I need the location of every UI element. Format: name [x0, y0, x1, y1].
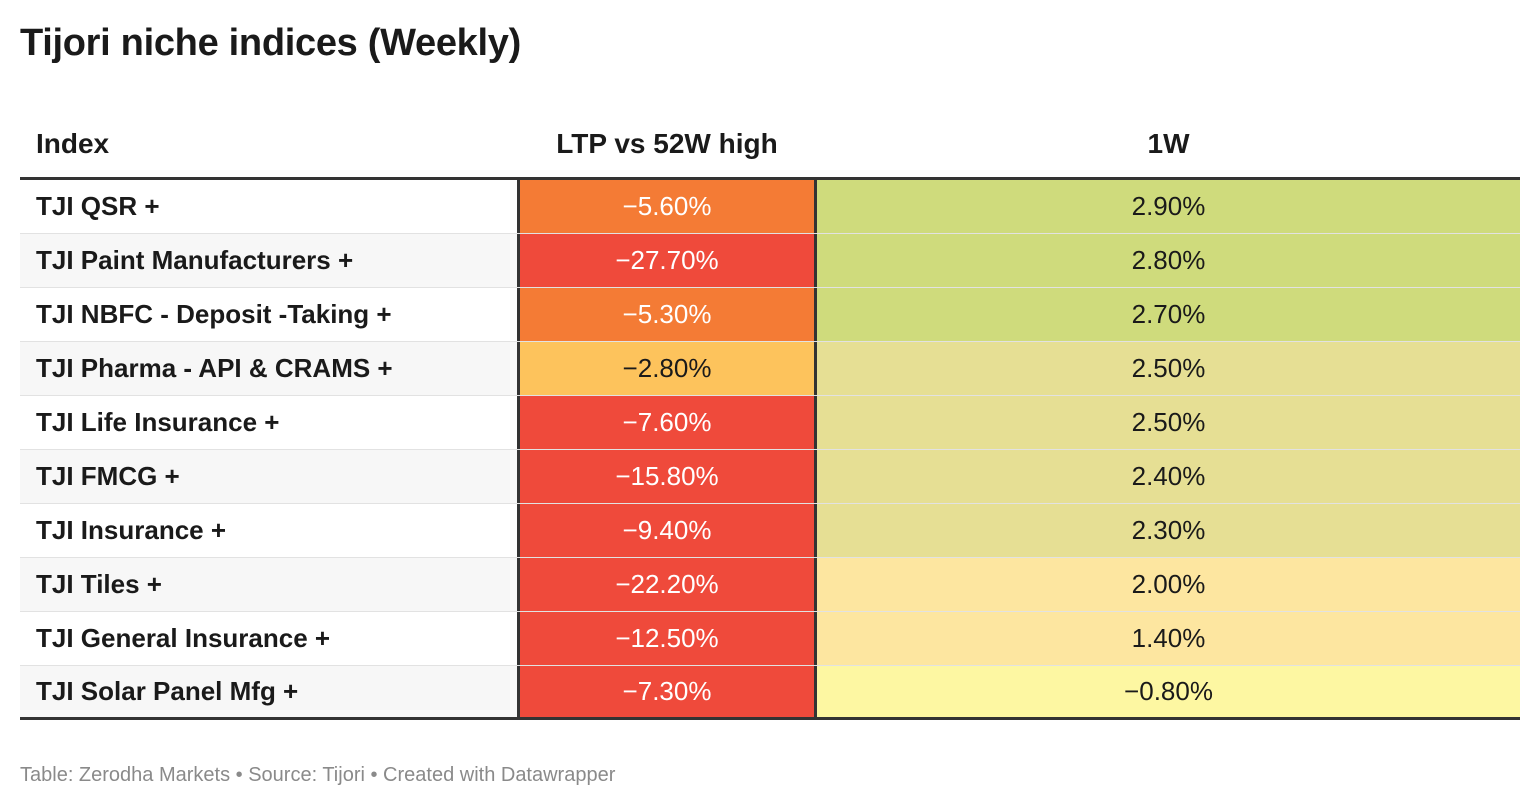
ltp-vs-52w-high-cell: −5.30% — [517, 288, 817, 341]
one-week-change-cell: 2.50% — [817, 396, 1520, 449]
index-name-cell: TJI General Insurance + — [36, 623, 331, 653]
table-body: TJI QSR + −5.60% 2.90% TJI Paint Manufactur… — [20, 180, 1520, 720]
ltp-vs-52w-high-cell: −27.70% — [517, 234, 817, 287]
column-header-ltp: LTP vs 52W high — [556, 127, 778, 159]
index-name-cell: TJI Paint Manufacturers + — [20, 234, 517, 287]
column-header-index: Index — [36, 127, 110, 159]
data-table: Index LTP vs 52W high 1W TJI QSR + −5.60%… — [20, 110, 1520, 720]
ltp-vs-52w-high-cell: −22.20% — [517, 558, 817, 611]
index-name-cell: TJI Solar Panel Mfg + — [20, 666, 517, 717]
ltp-vs-52w-high-cell: −12.50% — [517, 612, 817, 665]
ltp-vs-52w-high-cell: −15.80% — [517, 450, 817, 503]
table-row: TJI Paint Manufacturers + −27.70% 2.80% — [20, 234, 1520, 288]
table-row: TJI FMCG + −15.80% 2.40% — [20, 450, 1520, 504]
table-row: TJI General Insurance + −12.50% 1.40% — [20, 612, 1520, 666]
footer-credits: Table: Zerodha Markets • Source: Tijori … — [20, 764, 616, 786]
index-name-cell: TJI FMCG + — [20, 450, 517, 503]
table-row: TJI Life Insurance + −7.60% 2.50% — [20, 396, 1520, 450]
table-row: TJI Solar Panel Mfg + −7.30% −0.80% — [20, 666, 1520, 720]
index-name-cell: TJI Insurance + — [36, 515, 227, 545]
one-week-change-cell: 2.50% — [817, 342, 1520, 395]
table-row: TJI Tiles + −22.20% 2.00% — [20, 558, 1520, 612]
ltp-vs-52w-high-cell: −7.30% — [517, 666, 817, 717]
ltp-vs-52w-high-cell: −5.60% — [517, 180, 817, 233]
table-row: TJI NBFC - Deposit -Taking + −5.30% 2.70% — [20, 288, 1520, 342]
index-name-cell: TJI NBFC - Deposit -Taking + — [36, 299, 392, 329]
one-week-change-cell: 2.40% — [817, 450, 1520, 503]
one-week-change-cell: 2.80% — [817, 234, 1520, 287]
one-week-change-cell: 2.00% — [817, 558, 1520, 611]
ltp-vs-52w-high-cell: −9.40% — [517, 504, 817, 557]
one-week-change-cell: 2.70% — [817, 288, 1520, 341]
table-row: TJI Insurance + −9.40% 2.30% — [20, 504, 1520, 558]
chart-title: Tijori niche indices (Weekly) — [20, 22, 521, 64]
index-name-cell: TJI Tiles + — [20, 558, 517, 611]
index-name-cell: TJI Life Insurance + — [36, 407, 280, 437]
index-name-cell: TJI QSR + — [36, 191, 160, 221]
column-header-1w: 1W — [1147, 127, 1190, 159]
table-row: TJI QSR + −5.60% 2.90% — [20, 180, 1520, 234]
index-name-cell: TJI Pharma - API & CRAMS + — [20, 342, 517, 395]
one-week-change-cell: 2.30% — [817, 504, 1520, 557]
table-row: TJI Pharma - API & CRAMS + −2.80% 2.50% — [20, 342, 1520, 396]
table-header: Index LTP vs 52W high 1W — [20, 110, 1520, 180]
one-week-change-cell: 1.40% — [817, 612, 1520, 665]
one-week-change-cell: −0.80% — [817, 666, 1520, 717]
ltp-vs-52w-high-cell: −2.80% — [517, 342, 817, 395]
ltp-vs-52w-high-cell: −7.60% — [517, 396, 817, 449]
one-week-change-cell: 2.90% — [817, 180, 1520, 233]
